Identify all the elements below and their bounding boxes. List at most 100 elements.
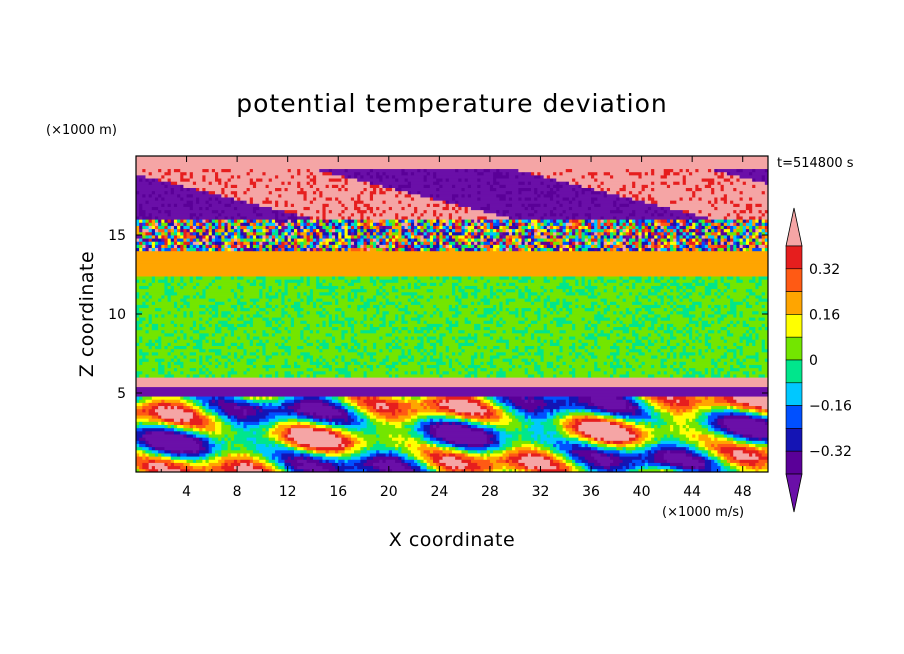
contour-cell	[423, 320, 428, 324]
contour-cell	[303, 307, 323, 312]
contour-cell	[764, 342, 768, 346]
contour-cell	[426, 320, 447, 324]
contour-cell	[540, 298, 545, 302]
contour-cell	[271, 317, 282, 321]
contour-cell	[366, 396, 371, 400]
contour-cell	[306, 446, 317, 451]
contour-cell	[429, 348, 437, 353]
contour-cell	[477, 424, 488, 429]
contour-cell	[663, 323, 668, 328]
contour-cell	[518, 427, 522, 432]
contour-cell	[603, 465, 611, 470]
contour-cell	[297, 374, 301, 378]
contour-cell	[376, 310, 380, 315]
contour-cell	[638, 437, 646, 441]
contour-cell	[354, 405, 358, 410]
contour-cell	[676, 329, 684, 334]
contour-cell	[489, 326, 513, 331]
contour-cell	[692, 434, 696, 438]
contour-cell	[284, 326, 289, 331]
contour-cell	[679, 355, 684, 359]
contour-cell	[341, 427, 349, 432]
contour-cell	[294, 374, 298, 378]
contour-cell	[433, 326, 437, 331]
contour-cell	[385, 323, 390, 328]
contour-cell	[410, 434, 424, 438]
contour-cell	[673, 332, 684, 337]
contour-cell	[151, 396, 181, 400]
contour-cell	[628, 326, 639, 331]
contour-cell	[565, 307, 573, 312]
contour-cell	[657, 320, 690, 324]
contour-cell	[458, 336, 478, 340]
contour-cell	[470, 411, 475, 416]
contour-cell	[711, 456, 718, 460]
contour-cell	[284, 440, 292, 444]
contour-cell	[698, 329, 709, 334]
contour-cell	[556, 298, 560, 302]
contour-cell	[549, 339, 554, 343]
contour-cell	[518, 351, 526, 356]
contour-cell	[376, 298, 387, 302]
contour-cell	[670, 304, 674, 309]
contour-cell	[695, 288, 706, 293]
contour-cell	[429, 443, 434, 448]
contour-cell	[477, 355, 481, 359]
contour-cell	[183, 402, 187, 407]
contour-cell	[480, 367, 488, 372]
contour-cell	[682, 374, 696, 378]
contour-cell	[243, 320, 254, 324]
contour-cell	[565, 427, 573, 432]
contour-cell	[331, 332, 342, 337]
contour-cell	[565, 361, 595, 365]
contour-cell	[635, 310, 639, 315]
contour-cell	[515, 402, 548, 407]
contour-cell	[711, 320, 715, 324]
contour-cell	[663, 298, 671, 302]
contour-cell	[309, 247, 314, 252]
contour-cell	[549, 307, 554, 312]
contour-cell	[366, 345, 374, 350]
contour-cell	[401, 358, 409, 362]
contour-cell	[442, 276, 450, 280]
contour-cell	[461, 285, 466, 290]
contour-cell	[401, 449, 412, 454]
contour-cell	[230, 314, 235, 318]
contour-cell	[423, 332, 428, 337]
contour-cell	[297, 440, 342, 444]
contour-cell	[752, 288, 768, 293]
contour-cell	[540, 291, 545, 296]
contour-cell	[628, 285, 633, 290]
contour-cell	[755, 317, 759, 321]
contour-cell	[723, 408, 734, 413]
contour-cell	[243, 355, 257, 359]
contour-cell	[625, 421, 636, 425]
contour-cell	[704, 295, 718, 299]
contour-cell	[670, 339, 684, 343]
contour-cell	[707, 367, 712, 372]
contour-cell	[527, 427, 545, 432]
contour-cell	[458, 351, 462, 356]
contour-cell	[628, 399, 633, 403]
contour-cell	[363, 446, 368, 451]
contour-cell	[493, 285, 516, 290]
contour-cell	[749, 291, 756, 296]
contour-cell	[651, 415, 661, 419]
contour-cell	[312, 449, 317, 454]
contour-cell	[720, 345, 725, 350]
contour-cell	[275, 291, 279, 296]
contour-cell	[670, 345, 677, 350]
contour-cell	[357, 276, 361, 280]
contour-cell	[350, 291, 355, 296]
contour-cell	[338, 301, 364, 305]
contour-cell	[265, 427, 270, 432]
contour-cell	[202, 418, 210, 422]
contour-cell	[275, 456, 279, 460]
contour-cell	[707, 449, 712, 454]
contour-cell	[723, 304, 728, 309]
contour-cell	[638, 291, 642, 296]
contour-cell	[338, 443, 342, 448]
contour-cell	[136, 377, 768, 381]
contour-cell	[515, 427, 519, 432]
contour-cell	[502, 402, 507, 407]
